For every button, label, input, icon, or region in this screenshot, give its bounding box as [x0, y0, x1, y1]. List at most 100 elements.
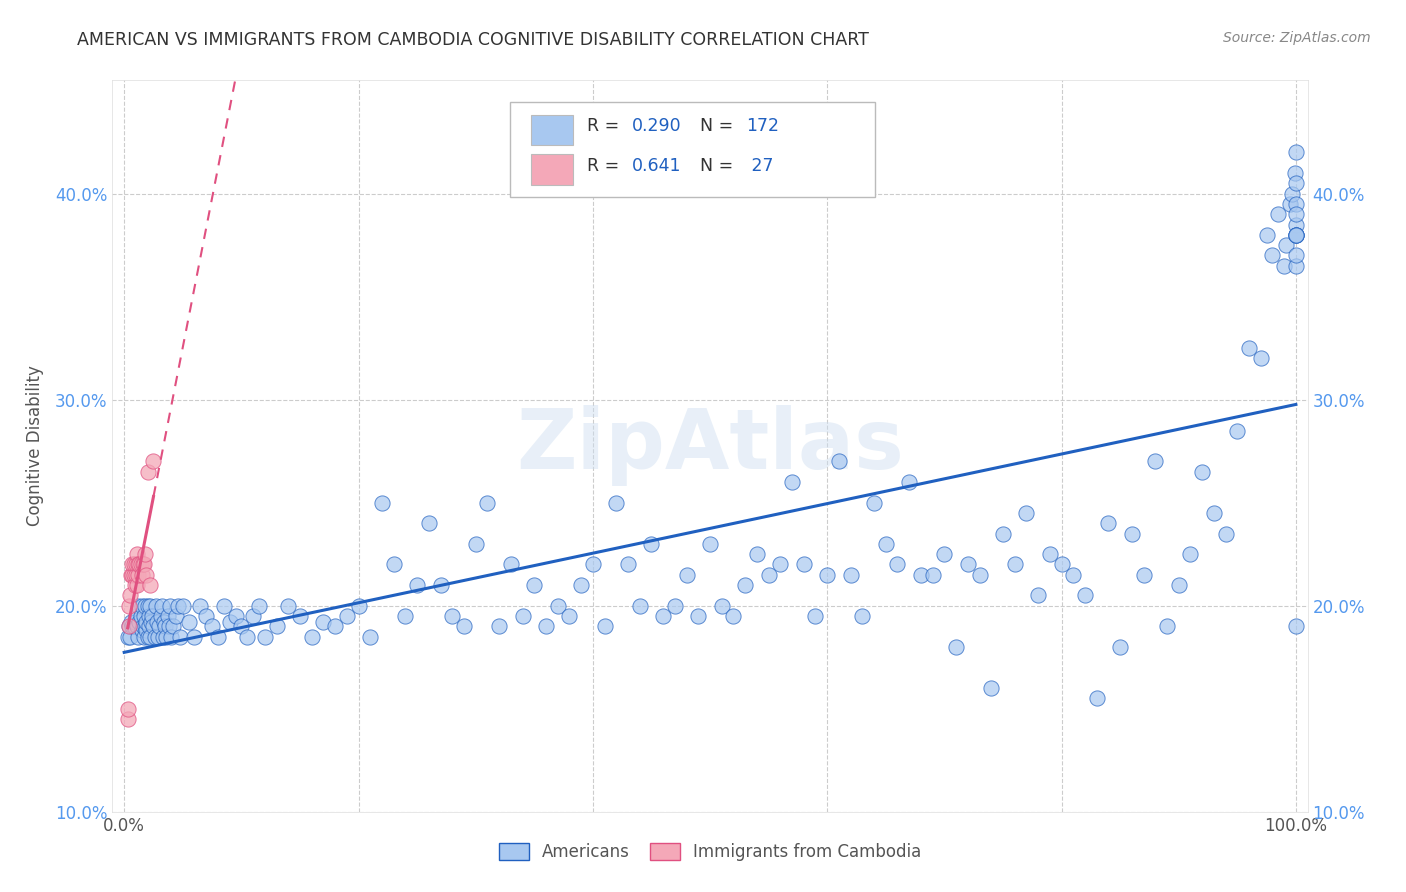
Bar [531, 115, 572, 145]
Point [212, 599, 235, 613]
Point [138, 609, 160, 624]
Point [394, 609, 416, 624]
Point [127, 599, 149, 613]
Point [132, 630, 156, 644]
Point [134, 547, 156, 561]
Point [406, 578, 429, 592]
Point [127, 578, 149, 592]
Point [136, 465, 159, 479]
Point [347, 599, 370, 613]
Point [734, 578, 756, 592]
Point [723, 609, 745, 624]
Point [266, 619, 288, 633]
Point [991, 526, 1014, 541]
Point [1026, 588, 1049, 602]
Point [132, 558, 156, 572]
Bar [531, 154, 572, 185]
Legend: Americans, Immigrants from Cambodia: Americans, Immigrants from Cambodia [491, 834, 929, 869]
Point [863, 496, 886, 510]
Point [172, 599, 194, 613]
Point [1285, 197, 1308, 211]
Point [1004, 558, 1026, 572]
Point [122, 558, 145, 572]
Point [117, 712, 139, 726]
Point [441, 609, 464, 624]
Point [131, 624, 153, 638]
Point [195, 609, 218, 624]
Point [1132, 567, 1154, 582]
Point [201, 619, 224, 633]
Point [1285, 227, 1308, 242]
Point [523, 578, 546, 592]
Point [155, 630, 177, 644]
Point [247, 599, 270, 613]
Point [125, 609, 148, 624]
Point [132, 558, 155, 572]
Point [1039, 547, 1062, 561]
Text: N =: N = [700, 158, 740, 176]
Point [1285, 227, 1308, 242]
Point [617, 558, 640, 572]
Point [956, 558, 979, 572]
Point [134, 599, 156, 613]
Point [429, 578, 451, 592]
Point [1215, 526, 1237, 541]
Point [640, 537, 662, 551]
Point [177, 615, 200, 629]
Point [593, 619, 616, 633]
Point [1281, 186, 1303, 201]
Point [1275, 238, 1298, 252]
Point [131, 599, 153, 613]
Point [652, 609, 675, 624]
Point [664, 599, 686, 613]
Point [371, 496, 394, 510]
Point [780, 475, 803, 489]
Point [152, 630, 174, 644]
Point [127, 619, 149, 633]
Point [1097, 516, 1119, 531]
Text: ZipAtlas: ZipAtlas [516, 406, 904, 486]
Point [499, 558, 522, 572]
Text: 0.641: 0.641 [633, 158, 682, 176]
Point [1226, 424, 1249, 438]
Point [418, 516, 440, 531]
Point [162, 619, 184, 633]
Point [118, 599, 141, 613]
Point [183, 630, 205, 644]
Point [242, 609, 264, 624]
Point [128, 558, 150, 572]
Point [312, 615, 335, 629]
Point [132, 619, 155, 633]
Point [139, 599, 162, 613]
Point [129, 609, 152, 624]
Point [382, 558, 405, 572]
Text: N =: N = [700, 117, 740, 135]
Point [1015, 506, 1038, 520]
Point [1267, 207, 1289, 221]
Point [159, 599, 181, 613]
Point [167, 599, 190, 613]
Point [769, 558, 792, 572]
Point [131, 567, 153, 582]
Point [1085, 691, 1108, 706]
Point [582, 558, 605, 572]
Point [1109, 640, 1132, 654]
Point [710, 599, 733, 613]
Point [1202, 506, 1225, 520]
Point [1279, 197, 1302, 211]
Point [132, 609, 156, 624]
Point [699, 537, 721, 551]
Point [512, 609, 534, 624]
Point [117, 630, 139, 644]
Point [745, 547, 768, 561]
Point [127, 547, 149, 561]
Point [231, 619, 253, 633]
Point [120, 630, 141, 644]
Point [1074, 588, 1097, 602]
Point [124, 578, 146, 592]
Point [149, 609, 172, 624]
Point [1285, 619, 1308, 633]
Point [898, 475, 921, 489]
Point [1167, 578, 1189, 592]
Text: 0.290: 0.290 [633, 117, 682, 135]
